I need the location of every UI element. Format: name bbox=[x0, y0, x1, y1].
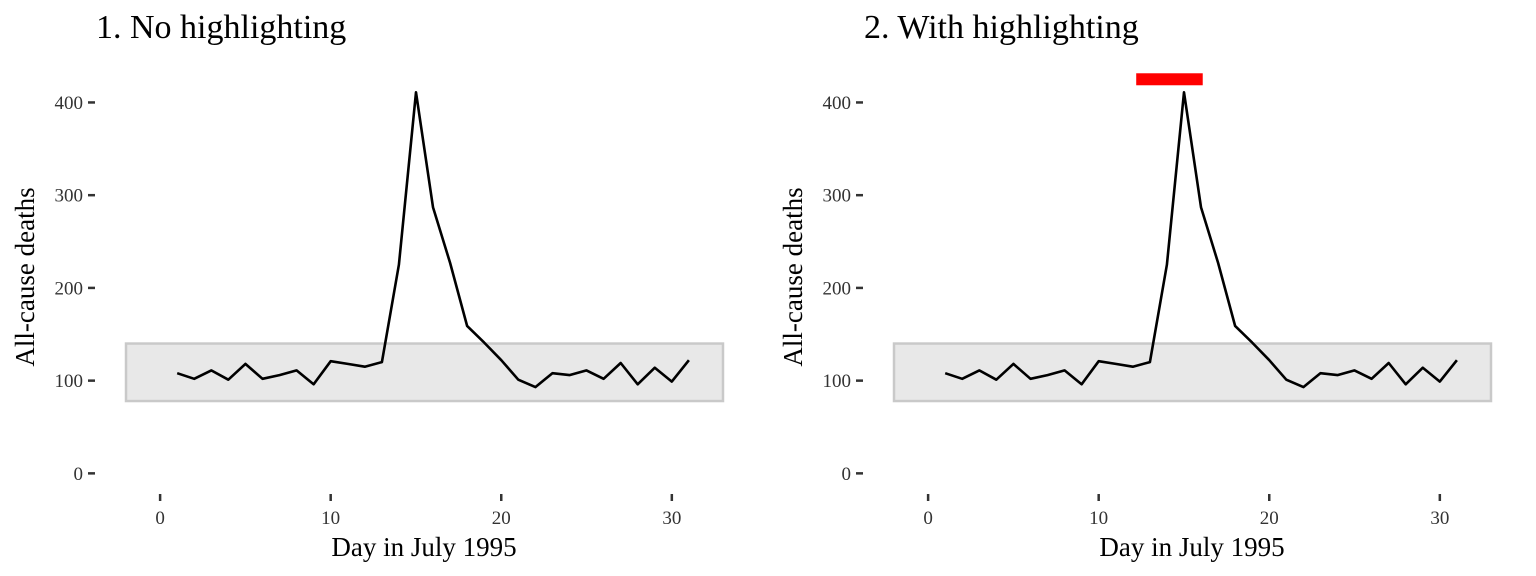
panel-2-y-tick-label: 100 bbox=[823, 371, 852, 392]
panel-1-y-axis: 0 100 200 300 400 bbox=[55, 93, 95, 485]
panel-2-deaths-line bbox=[944, 91, 1458, 389]
panel-1-title: 1. No highlighting bbox=[96, 9, 346, 46]
panel-1-x-tick-label: 20 bbox=[492, 508, 511, 529]
panel-2-y-axis: 0 100 200 300 400 bbox=[823, 93, 863, 485]
panel-2-y-tick-label: 300 bbox=[823, 186, 852, 207]
panel-1-x-tick-label: 0 bbox=[155, 508, 165, 529]
panel-no-highlighting: 1. No highlighting 0 100 200 300 400 0 10 20 30… bbox=[10, 9, 725, 562]
panel-1-normal-range-band bbox=[124, 342, 725, 403]
panel-2-x-tick-label: 10 bbox=[1089, 508, 1108, 529]
panel-2-normal-range-band bbox=[892, 342, 1493, 403]
panel-2-x-axis: 0 10 20 30 bbox=[923, 494, 1449, 529]
panel-1-deaths-line bbox=[176, 91, 690, 389]
panel-1-x-tick-label: 10 bbox=[321, 508, 340, 529]
panel-1-y-tick-label: 300 bbox=[55, 186, 84, 207]
panel-1-x-axis: 0 10 20 30 bbox=[155, 494, 681, 529]
panel-with-highlighting: 2. With highlighting 0 100 200 300 400 0 10 20… bbox=[778, 9, 1493, 562]
panel-1-x-tick-label: 30 bbox=[662, 508, 681, 529]
panel-2-x-tick-label: 0 bbox=[923, 508, 933, 529]
panel-2-heatwave-highlight-bar bbox=[1136, 73, 1203, 86]
panel-2-y-tick-label: 0 bbox=[842, 464, 852, 485]
panel-2-x-tick-label: 30 bbox=[1430, 508, 1449, 529]
panel-1-y-tick-label: 400 bbox=[55, 93, 84, 114]
panel-1-y-tick-label: 0 bbox=[74, 464, 84, 485]
panel-1-y-tick-label: 200 bbox=[55, 278, 84, 299]
panel-2-x-axis-title: Day in July 1995 bbox=[1099, 532, 1284, 562]
panel-2-y-tick-label: 400 bbox=[823, 93, 852, 114]
panel-2-y-tick-label: 200 bbox=[823, 278, 852, 299]
panel-1-y-tick-label: 100 bbox=[55, 371, 84, 392]
panel-2-y-axis-title: All-cause deaths bbox=[778, 187, 808, 366]
panel-2-title: 2. With highlighting bbox=[864, 9, 1139, 46]
panel-1-x-axis-title: Day in July 1995 bbox=[331, 532, 516, 562]
panel-1-y-axis-title: All-cause deaths bbox=[10, 187, 40, 366]
panel-2-x-tick-label: 20 bbox=[1260, 508, 1279, 529]
